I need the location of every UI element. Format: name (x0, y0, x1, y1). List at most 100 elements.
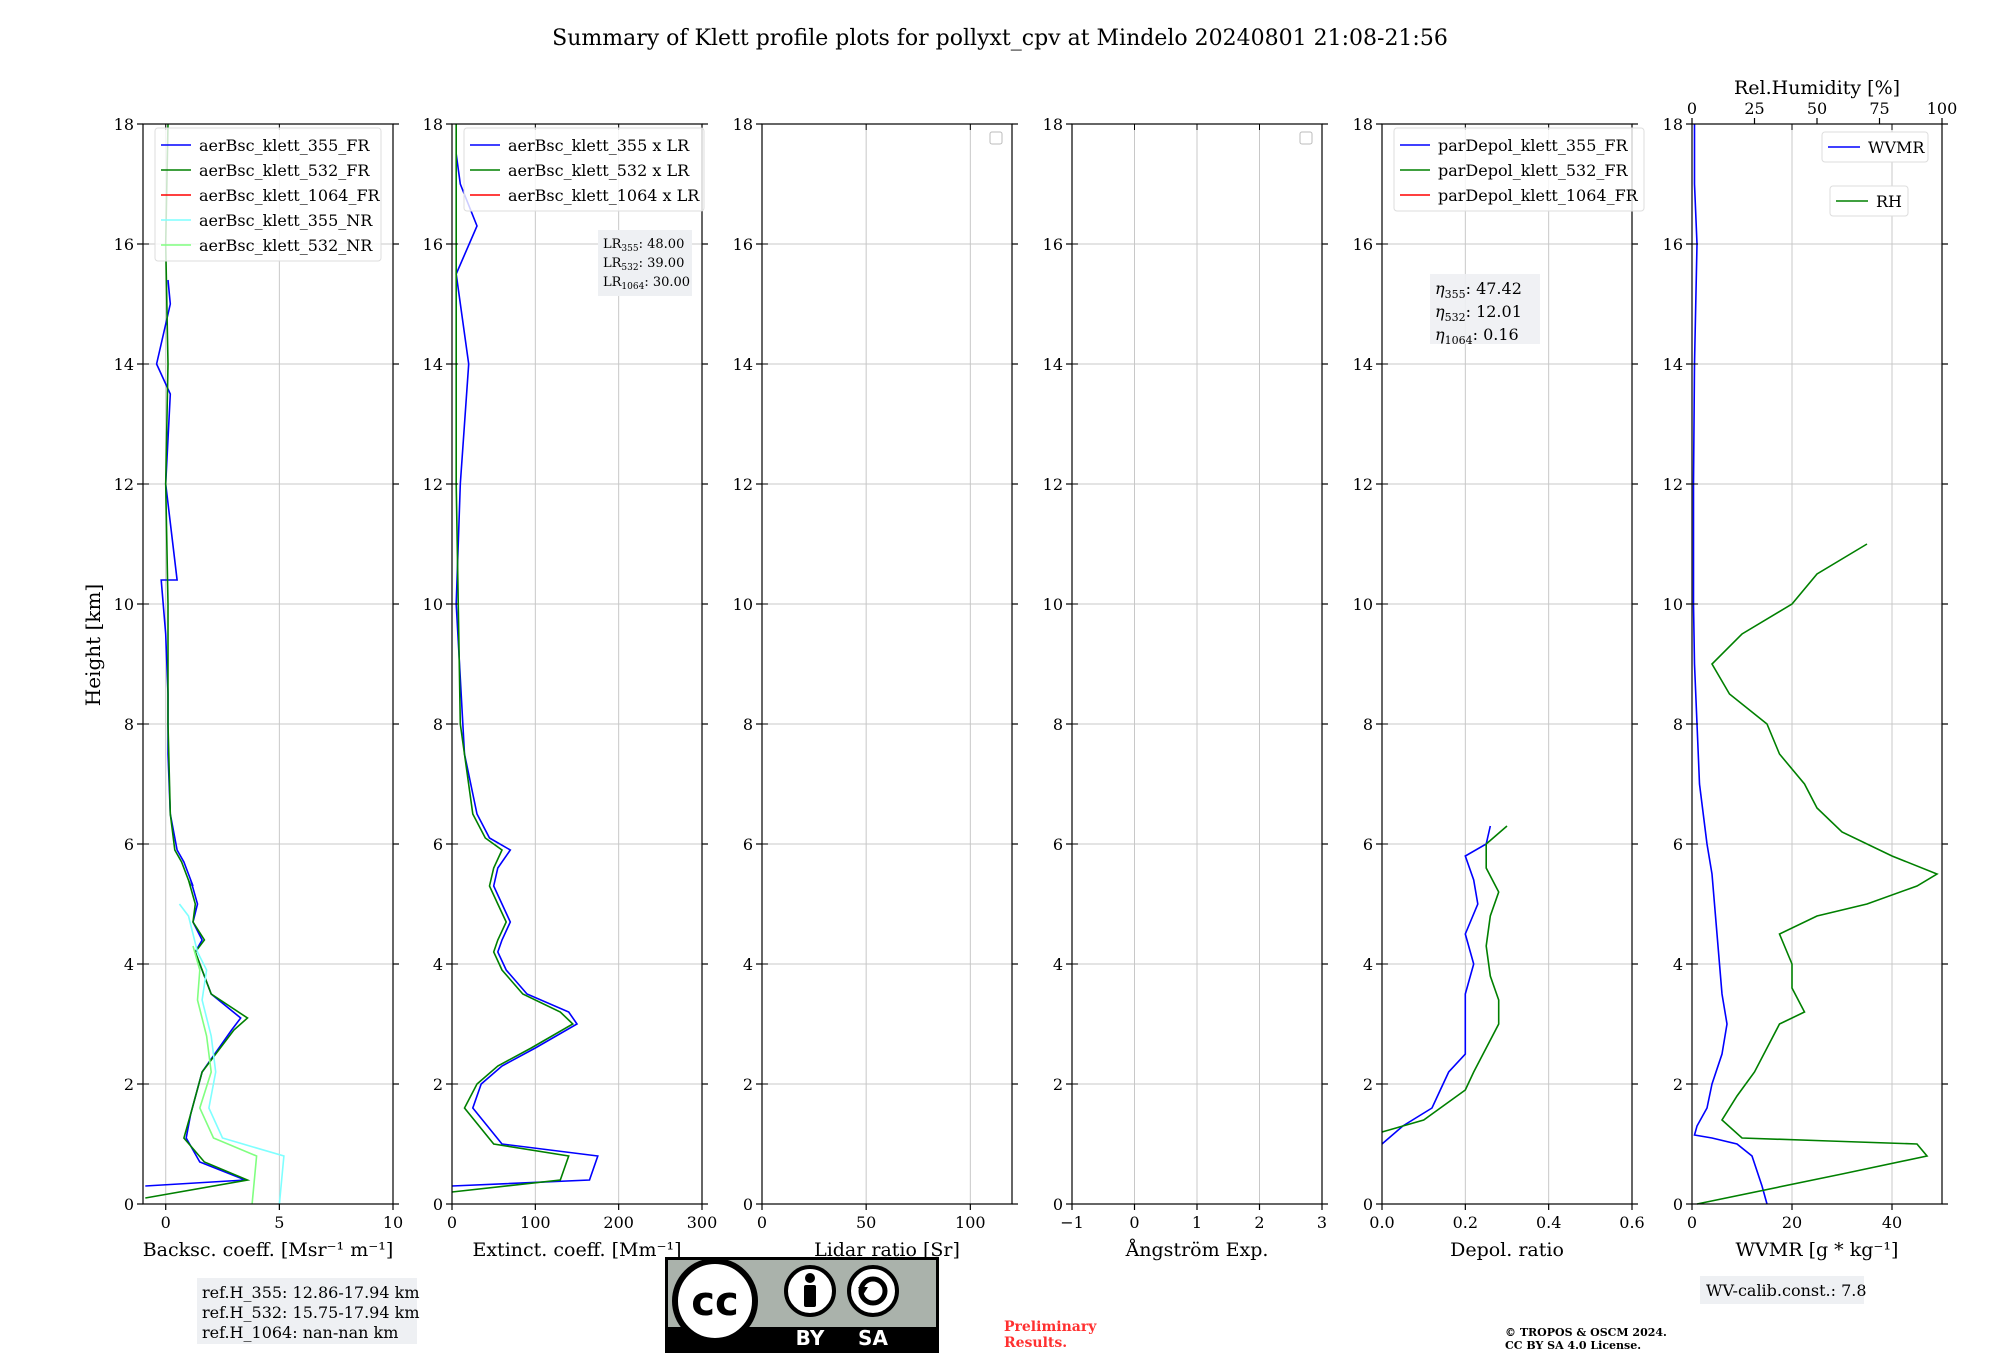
cc-logo-text: cc (691, 1279, 738, 1325)
x-tick-label: 0 (1129, 1213, 1139, 1232)
series-line-bsc-1 (145, 123, 251, 1199)
x-tick-label: 3 (1317, 1213, 1327, 1232)
legend-entry: parDepol_klett_532_FR (1438, 161, 1629, 180)
y-tick-label: 16 (1663, 235, 1683, 254)
empty-legend-marker (989, 131, 1003, 145)
y-tick-label: 18 (733, 115, 753, 134)
by-person-icon (784, 1265, 836, 1317)
y-tick-label: 10 (1043, 595, 1063, 614)
series-line-bsc-3 (178, 903, 285, 1205)
x-tick-label: 40 (1882, 1213, 1902, 1232)
y-tick-label: 8 (433, 715, 443, 734)
y-tick-label: 14 (1663, 355, 1683, 374)
top-tick-label: 75 (1869, 99, 1889, 118)
y-tick-label: 12 (423, 475, 443, 494)
top-tick-label: 25 (1744, 99, 1764, 118)
y-tick-label: 4 (433, 955, 443, 974)
refh-1064: ref.H_1064: nan-nan km (202, 1323, 398, 1342)
refh-532: ref.H_532: 15.75-17.94 km (202, 1303, 420, 1322)
y-tick-label: 0 (124, 1195, 134, 1214)
y-tick-label: 8 (1363, 715, 1373, 734)
y-tick-label: 4 (743, 955, 753, 974)
legend-box (463, 127, 705, 212)
y-tick-label: 18 (1353, 115, 1373, 134)
copyright-line2: CC BY SA 4.0 License. (1505, 1339, 1641, 1352)
x-axis-label: Ångström Exp. (1125, 1239, 1269, 1261)
y-tick-label: 0 (1053, 1195, 1063, 1214)
legend-entry: aerBsc_klett_355_FR (199, 136, 370, 155)
panel-dep: 0 2 4 6 8 10 12 14 16 18 0.0 0.2 0.4 0.6 Depol. ratio p… (1353, 115, 1645, 1261)
legend-entry: aerBsc_klett_532_NR (199, 236, 373, 255)
legend-entry: aerBsc_klett_1064 x LR (508, 186, 700, 205)
preliminary-line2: Results. (1004, 1335, 1067, 1351)
figure-title: Summary of Klett profile plots for polly… (552, 26, 1448, 51)
refh-355: ref.H_355: 12.86-17.94 km (202, 1283, 420, 1302)
y-tick-label: 0 (1363, 1195, 1373, 1214)
wv-calib-box (1700, 1276, 1864, 1304)
legend-entry: RH (1876, 192, 1902, 211)
y-tick-label: 6 (743, 835, 753, 854)
legend-entry: aerBsc_klett_1064_FR (199, 186, 381, 205)
y-tick-label: 12 (733, 475, 753, 494)
series-line-dep-1 (1381, 825, 1508, 1133)
y-tick-label: 4 (124, 955, 134, 974)
lr-info-box (598, 230, 692, 296)
y-tick-label: 18 (423, 115, 443, 134)
x-axis-label: WVMR [g * kg⁻¹] (1736, 1239, 1899, 1261)
y-tick-label: 0 (743, 1195, 753, 1214)
top-tick-label: 100 (1927, 99, 1958, 118)
x-axis-label: Backsc. coeff. [Msr⁻¹ m⁻¹] (143, 1239, 394, 1261)
y-tick-label: 14 (423, 355, 443, 374)
x-tick-label: 0.2 (1453, 1213, 1478, 1232)
eta-info-line: η355: 47.42 (1435, 279, 1522, 301)
preliminary-line1: Preliminary (1004, 1319, 1097, 1335)
legend-entry: parDepol_klett_355_FR (1438, 136, 1629, 155)
series-line-dep-0 (1381, 825, 1492, 1145)
cc-by-sa-logo: cc BY SA (665, 1257, 939, 1353)
legend-box (1393, 127, 1645, 212)
legend-entry: aerBsc_klett_355 x LR (508, 136, 690, 155)
x-tick-label: 0 (161, 1213, 171, 1232)
x-tick-label: 0.4 (1536, 1213, 1561, 1232)
y-tick-label: 6 (1053, 835, 1063, 854)
y-tick-label: 12 (1043, 475, 1063, 494)
y-tick-label: 6 (1363, 835, 1373, 854)
empty-legend-marker (1299, 131, 1313, 145)
x-tick-label: 0 (1687, 1213, 1697, 1232)
panel-lr: 0 2 4 6 8 10 12 14 16 18 0 50 100 Lidar ratio [Sr] (733, 115, 1018, 1261)
x-tick-label: 300 (687, 1213, 718, 1232)
y-tick-label: 10 (1353, 595, 1373, 614)
axes-frame (142, 123, 394, 1205)
y-tick-label: 12 (114, 475, 134, 494)
legend-box (1821, 131, 1929, 163)
series-line-ext-0 (451, 153, 599, 1187)
y-tick-label: 10 (1663, 595, 1683, 614)
axes-frame (1381, 123, 1633, 1205)
legend-entry: parDepol_klett_1064_FR (1438, 186, 1639, 205)
lr-info-line: LR1064: 30.00 (603, 275, 690, 292)
y-tick-label: 14 (1043, 355, 1063, 374)
y-tick-label: 10 (114, 595, 134, 614)
y-tick-label: 12 (1353, 475, 1373, 494)
y-tick-label: 14 (733, 355, 753, 374)
y-tick-label: 2 (743, 1075, 753, 1094)
y-tick-label: 16 (114, 235, 134, 254)
legend-entry: WVMR (1868, 138, 1925, 157)
y-tick-label: 12 (1663, 475, 1683, 494)
sa-share-alike-icon (847, 1265, 899, 1317)
y-tick-label: 2 (1363, 1075, 1373, 1094)
y-tick-label: 14 (1353, 355, 1373, 374)
y-tick-label: 16 (1043, 235, 1063, 254)
axes-frame (451, 123, 703, 1205)
refh-box (197, 1278, 417, 1344)
y-tick-label: 0 (1673, 1195, 1683, 1214)
y-tick-label: 16 (1353, 235, 1373, 254)
y-tick-label: 2 (433, 1075, 443, 1094)
y-tick-label: 14 (114, 355, 134, 374)
wv-calib-text: WV-calib.const.: 7.8 (1706, 1281, 1867, 1300)
y-tick-label: 6 (1673, 835, 1683, 854)
